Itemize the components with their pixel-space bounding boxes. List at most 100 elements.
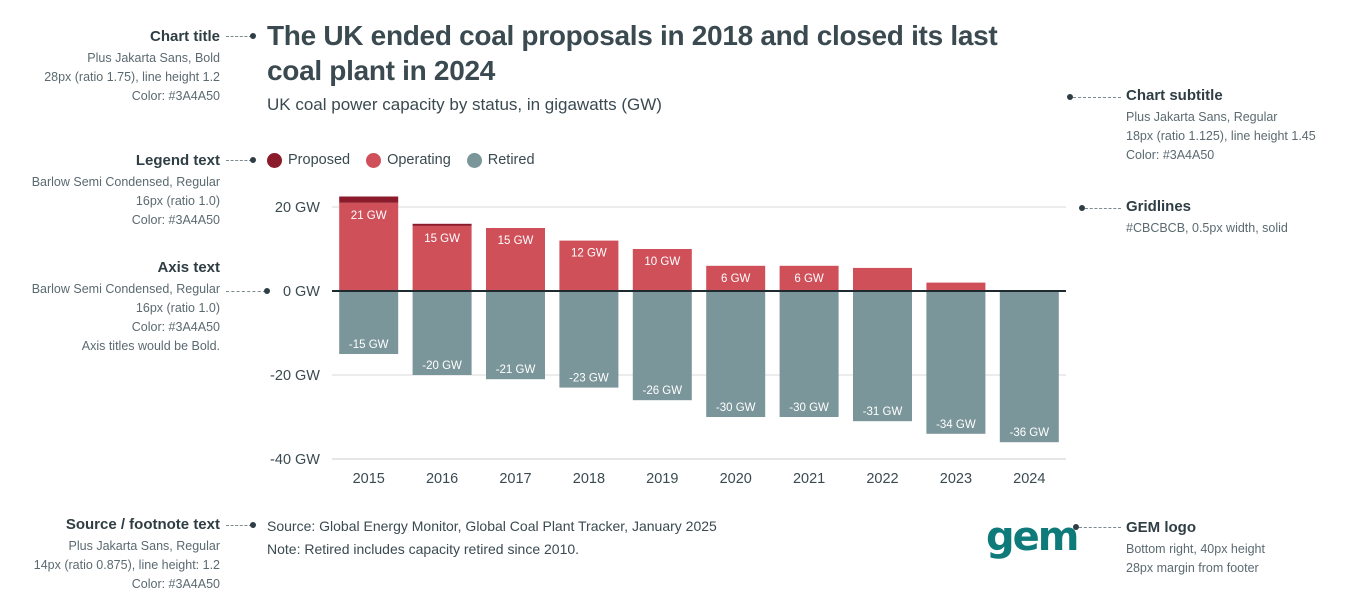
data-label-retired: -20 GW bbox=[422, 360, 462, 372]
annotation-description: Barlow Semi Condensed, Regular 16px (rat… bbox=[0, 280, 220, 356]
gem-logo: gem bbox=[986, 514, 1079, 560]
bar-proposed bbox=[412, 223, 472, 226]
data-label-operating: 6 GW bbox=[721, 273, 751, 285]
legend-label: Proposed bbox=[288, 152, 351, 168]
annotation-line: 14px (ratio 0.875), line height: 1.2 bbox=[33, 558, 220, 572]
annotation-line: 28px (ratio 1.75), line height 1.2 bbox=[44, 70, 220, 84]
annotation-axis-text: Axis text Barlow Semi Condensed, Regular… bbox=[0, 259, 220, 356]
x-tick-label: 2020 bbox=[720, 471, 752, 487]
bar-operating bbox=[339, 202, 399, 291]
bar-proposed bbox=[339, 196, 399, 203]
legend-swatch bbox=[366, 152, 382, 168]
data-label-retired: -30 GW bbox=[789, 402, 829, 414]
data-label-retired: -34 GW bbox=[936, 419, 976, 431]
annotation-line: Color: #3A4A50 bbox=[131, 577, 220, 591]
annotation-title: Gridlines bbox=[1126, 198, 1192, 215]
legend-label: Retired bbox=[487, 152, 535, 168]
data-label-retired: -30 GW bbox=[716, 402, 756, 414]
annotation-description: Plus Jakarta Sans, Regular 14px (ratio 0… bbox=[0, 537, 220, 594]
leader-line bbox=[1073, 97, 1121, 98]
footnote: Note: Retired includes capacity retired … bbox=[267, 541, 580, 557]
annotation-title: Axis text bbox=[157, 259, 220, 276]
bar-operating bbox=[926, 282, 986, 291]
y-tick-label: -20 GW bbox=[270, 368, 320, 384]
annotation-title: Source / footnote text bbox=[65, 516, 220, 533]
annotation-line: Plus Jakarta Sans, Regular bbox=[68, 539, 220, 553]
annotation-line: Plus Jakarta Sans, Bold bbox=[87, 51, 220, 65]
bar-retired bbox=[339, 291, 399, 354]
y-tick-label: 20 GW bbox=[275, 200, 320, 216]
bar-retired bbox=[779, 291, 839, 417]
bar-operating bbox=[853, 267, 912, 291]
bar-operating bbox=[706, 265, 766, 291]
bar-retired bbox=[632, 291, 692, 401]
x-tick-label: 2015 bbox=[353, 471, 385, 487]
annotation-footnote-text: Source / footnote text Plus Jakarta Sans… bbox=[0, 516, 220, 594]
annotation-gem-logo: GEM logo Bottom right, 40px height 28px … bbox=[1126, 519, 1346, 578]
annotation-title: Legend text bbox=[135, 152, 220, 169]
annotation-title: Chart title bbox=[149, 28, 220, 45]
x-tick-label: 2018 bbox=[573, 471, 605, 487]
annotation-line: Axis titles would be Bold. bbox=[81, 339, 220, 353]
leader-dot bbox=[264, 288, 270, 294]
leader-line bbox=[226, 291, 266, 292]
legend-item-proposed: Proposed bbox=[267, 152, 350, 168]
annotation-description: Bottom right, 40px height 28px margin fr… bbox=[1126, 540, 1346, 578]
annotation-description: Plus Jakarta Sans, Regular 18px (ratio 1… bbox=[1126, 108, 1346, 165]
x-tick-label: 2022 bbox=[866, 471, 898, 487]
y-tick-label: 0 GW bbox=[283, 284, 320, 300]
x-tick-label: 2016 bbox=[426, 471, 458, 487]
annotation-gridlines: Gridlines #CBCBCB, 0.5px width, solid bbox=[1126, 198, 1346, 238]
bar-operating bbox=[412, 225, 472, 291]
annotation-line: Color: #3A4A50 bbox=[131, 89, 220, 103]
chart-title: The UK ended coal proposals in 2018 and … bbox=[267, 20, 998, 86]
bar-operating bbox=[779, 265, 839, 291]
leader-line bbox=[1085, 208, 1121, 209]
leader-dot bbox=[250, 522, 256, 528]
bar-operating bbox=[486, 228, 545, 291]
x-tick-label: 2017 bbox=[499, 471, 531, 487]
legend-swatch bbox=[267, 152, 282, 168]
chart-legend: Proposed Operating Retired bbox=[267, 152, 535, 168]
leader-line bbox=[1079, 527, 1121, 528]
legend-swatch bbox=[466, 152, 482, 168]
annotation-chart-title: Chart title Plus Jakarta Sans, Bold 28px… bbox=[0, 28, 220, 106]
legend-item-operating: Operating bbox=[366, 152, 451, 168]
y-tick-label: -40 GW bbox=[270, 452, 320, 468]
data-label-operating: 15 GW bbox=[498, 235, 534, 247]
bar-operating bbox=[632, 249, 692, 291]
annotation-line: Barlow Semi Condensed, Regular bbox=[31, 282, 220, 296]
legend-item-retired: Retired bbox=[466, 152, 535, 168]
leader-dot bbox=[250, 157, 256, 163]
leader-dot bbox=[250, 33, 256, 39]
data-label-operating: 10 GW bbox=[644, 256, 680, 268]
data-label-retired: -31 GW bbox=[863, 406, 903, 418]
annotation-line: 18px (ratio 1.125), line height 1.45 bbox=[1126, 129, 1316, 143]
data-label-operating: 21 GW bbox=[351, 210, 387, 222]
annotation-chart-subtitle: Chart subtitle Plus Jakarta Sans, Regula… bbox=[1126, 87, 1346, 165]
annotation-line: Color: #3A4A50 bbox=[131, 213, 220, 227]
leader-dot bbox=[1079, 205, 1085, 211]
annotation-line: #CBCBCB, 0.5px width, solid bbox=[1126, 221, 1288, 235]
data-label-operating: 15 GW bbox=[424, 233, 460, 245]
annotation-title: GEM logo bbox=[1126, 519, 1196, 536]
bar-retired bbox=[999, 291, 1059, 443]
annotation-line: Color: #3A4A50 bbox=[1126, 148, 1215, 162]
annotation-line: 16px (ratio 1.0) bbox=[135, 301, 220, 315]
annotation-line: Plus Jakarta Sans, Regular bbox=[1126, 110, 1278, 124]
annotation-line: Barlow Semi Condensed, Regular bbox=[31, 175, 220, 189]
leader-dot bbox=[1073, 524, 1079, 530]
bar-retired bbox=[853, 291, 912, 422]
legend-label: Operating bbox=[387, 152, 451, 168]
source-note: Source: Global Energy Monitor, Global Co… bbox=[267, 518, 717, 534]
data-label-retired: -15 GW bbox=[349, 339, 389, 351]
annotation-description: Plus Jakarta Sans, Bold 28px (ratio 1.75… bbox=[0, 49, 220, 106]
annotation-line: Bottom right, 40px height bbox=[1126, 542, 1265, 556]
annotation-description: Barlow Semi Condensed, Regular 16px (rat… bbox=[0, 173, 220, 230]
leader-line bbox=[226, 525, 252, 526]
bar-retired bbox=[926, 291, 986, 434]
bar-retired bbox=[486, 291, 545, 380]
bar-retired bbox=[559, 291, 619, 388]
data-label-operating: 6 GW bbox=[794, 273, 824, 285]
